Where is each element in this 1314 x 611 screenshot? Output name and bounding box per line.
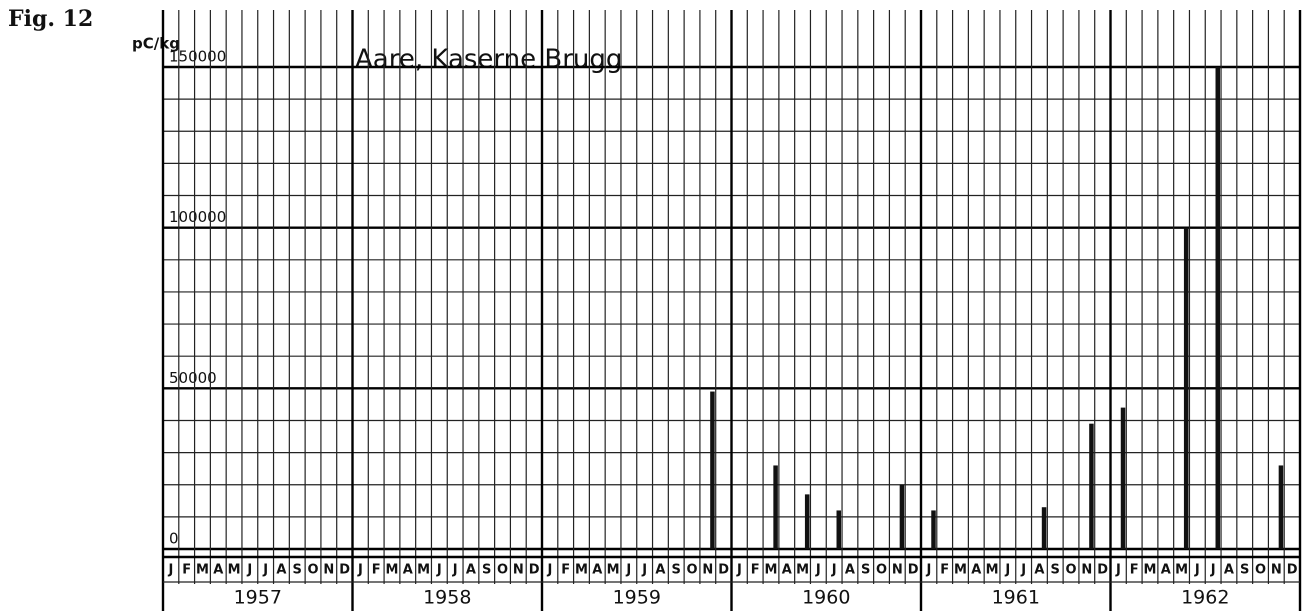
x-tick-label: J: [246, 563, 252, 578]
x-tick-label: J: [1004, 563, 1010, 578]
bar: [1089, 423, 1094, 549]
y-tick-label: 50000: [169, 369, 217, 387]
x-tick-label: J: [1194, 563, 1200, 578]
x-tick-label: M: [1144, 563, 1157, 578]
x-tick-label: M: [575, 563, 588, 578]
x-tick-label: N: [1081, 563, 1092, 578]
x-tick-label: O: [1065, 563, 1076, 578]
x-tick-label: A: [1034, 563, 1044, 578]
x-tick-label: J: [625, 563, 631, 578]
x-tick-label: F: [561, 563, 570, 578]
x-tick-label: J: [357, 563, 363, 578]
x-tick-label: D: [908, 563, 919, 578]
x-tick-label: D: [339, 563, 350, 578]
x-tick-label: J: [436, 563, 442, 578]
x-tick-label: F: [1130, 563, 1139, 578]
x-tick-label: J: [1210, 563, 1216, 578]
x-tick-label: N: [323, 563, 334, 578]
x-tick-label: O: [497, 563, 508, 578]
bar: [1183, 227, 1189, 549]
x-tick-label: J: [167, 563, 173, 578]
x-tick-label: M: [607, 563, 620, 578]
x-tick-label: F: [751, 563, 760, 578]
x-tick-label: M: [228, 563, 241, 578]
x-tick-label: J: [815, 563, 821, 578]
x-tick-label: M: [954, 563, 967, 578]
x-tick-label: O: [686, 563, 697, 578]
y-tick-label: 100000: [169, 208, 226, 226]
x-tick-label: O: [876, 563, 887, 578]
x-tick-label: D: [529, 563, 540, 578]
year-label: 1959: [613, 587, 661, 609]
x-tick-label: S: [1240, 563, 1249, 578]
x-tick-label: D: [718, 563, 729, 578]
year-label: 1957: [234, 587, 282, 609]
x-tick-label: F: [372, 563, 381, 578]
year-label: 1958: [423, 587, 471, 609]
bar: [899, 484, 905, 549]
bar: [1215, 67, 1221, 549]
x-tick-label: A: [466, 563, 476, 578]
x-tick-label: M: [986, 563, 999, 578]
bar: [931, 510, 936, 549]
figure-label: Fig. 12: [8, 6, 93, 32]
x-tick-label: S: [1051, 563, 1060, 578]
x-tick-label: N: [513, 563, 524, 578]
bar: [773, 465, 778, 549]
x-tick-label: M: [417, 563, 430, 578]
x-tick-label: M: [765, 563, 778, 578]
x-tick-label: D: [1287, 563, 1298, 578]
x-tick-label: A: [971, 563, 981, 578]
x-tick-label: D: [1097, 563, 1108, 578]
bar: [1041, 507, 1047, 549]
year-label: 1962: [1181, 587, 1229, 609]
x-tick-label: A: [1224, 563, 1234, 578]
y-tick-label: 150000: [169, 48, 226, 66]
x-tick-label: J: [452, 563, 458, 578]
x-tick-label: A: [782, 563, 792, 578]
x-tick-label: S: [861, 563, 870, 578]
x-tick-label: A: [655, 563, 665, 578]
x-tick-label: J: [546, 563, 552, 578]
x-tick-label: J: [1115, 563, 1121, 578]
bar: [836, 510, 842, 549]
x-tick-label: M: [196, 563, 209, 578]
y-tick-label: 0: [169, 530, 179, 548]
chart-title: Aare, Kaserne Brugg: [355, 45, 622, 75]
x-tick-label: M: [796, 563, 809, 578]
x-tick-label: F: [940, 563, 949, 578]
bar: [1120, 407, 1126, 549]
year-label: 1961: [992, 587, 1040, 609]
x-tick-label: N: [892, 563, 903, 578]
bar: [710, 391, 715, 549]
x-tick-label: M: [386, 563, 399, 578]
y-axis-label: pC/kg: [132, 35, 180, 53]
x-tick-label: J: [736, 563, 742, 578]
x-tick-label: A: [1161, 563, 1171, 578]
x-tick-label: N: [702, 563, 713, 578]
x-tick-label: J: [925, 563, 931, 578]
x-tick-label: S: [672, 563, 681, 578]
x-tick-label: O: [307, 563, 318, 578]
x-tick-label: A: [592, 563, 602, 578]
year-label: 1960: [802, 587, 850, 609]
x-tick-label: A: [845, 563, 855, 578]
x-tick-label: F: [182, 563, 191, 578]
x-tick-label: N: [1271, 563, 1282, 578]
x-tick-label: S: [293, 563, 302, 578]
x-tick-label: M: [1175, 563, 1188, 578]
x-tick-label: J: [831, 563, 837, 578]
bar: [1278, 465, 1284, 549]
x-tick-label: S: [482, 563, 491, 578]
x-tick-label: A: [276, 563, 286, 578]
x-tick-label: J: [1020, 563, 1026, 578]
x-tick-label: A: [403, 563, 413, 578]
x-tick-label: O: [1255, 563, 1266, 578]
bar: [804, 494, 810, 549]
x-tick-label: A: [213, 563, 223, 578]
x-tick-label: J: [262, 563, 268, 578]
x-tick-label: J: [641, 563, 647, 578]
